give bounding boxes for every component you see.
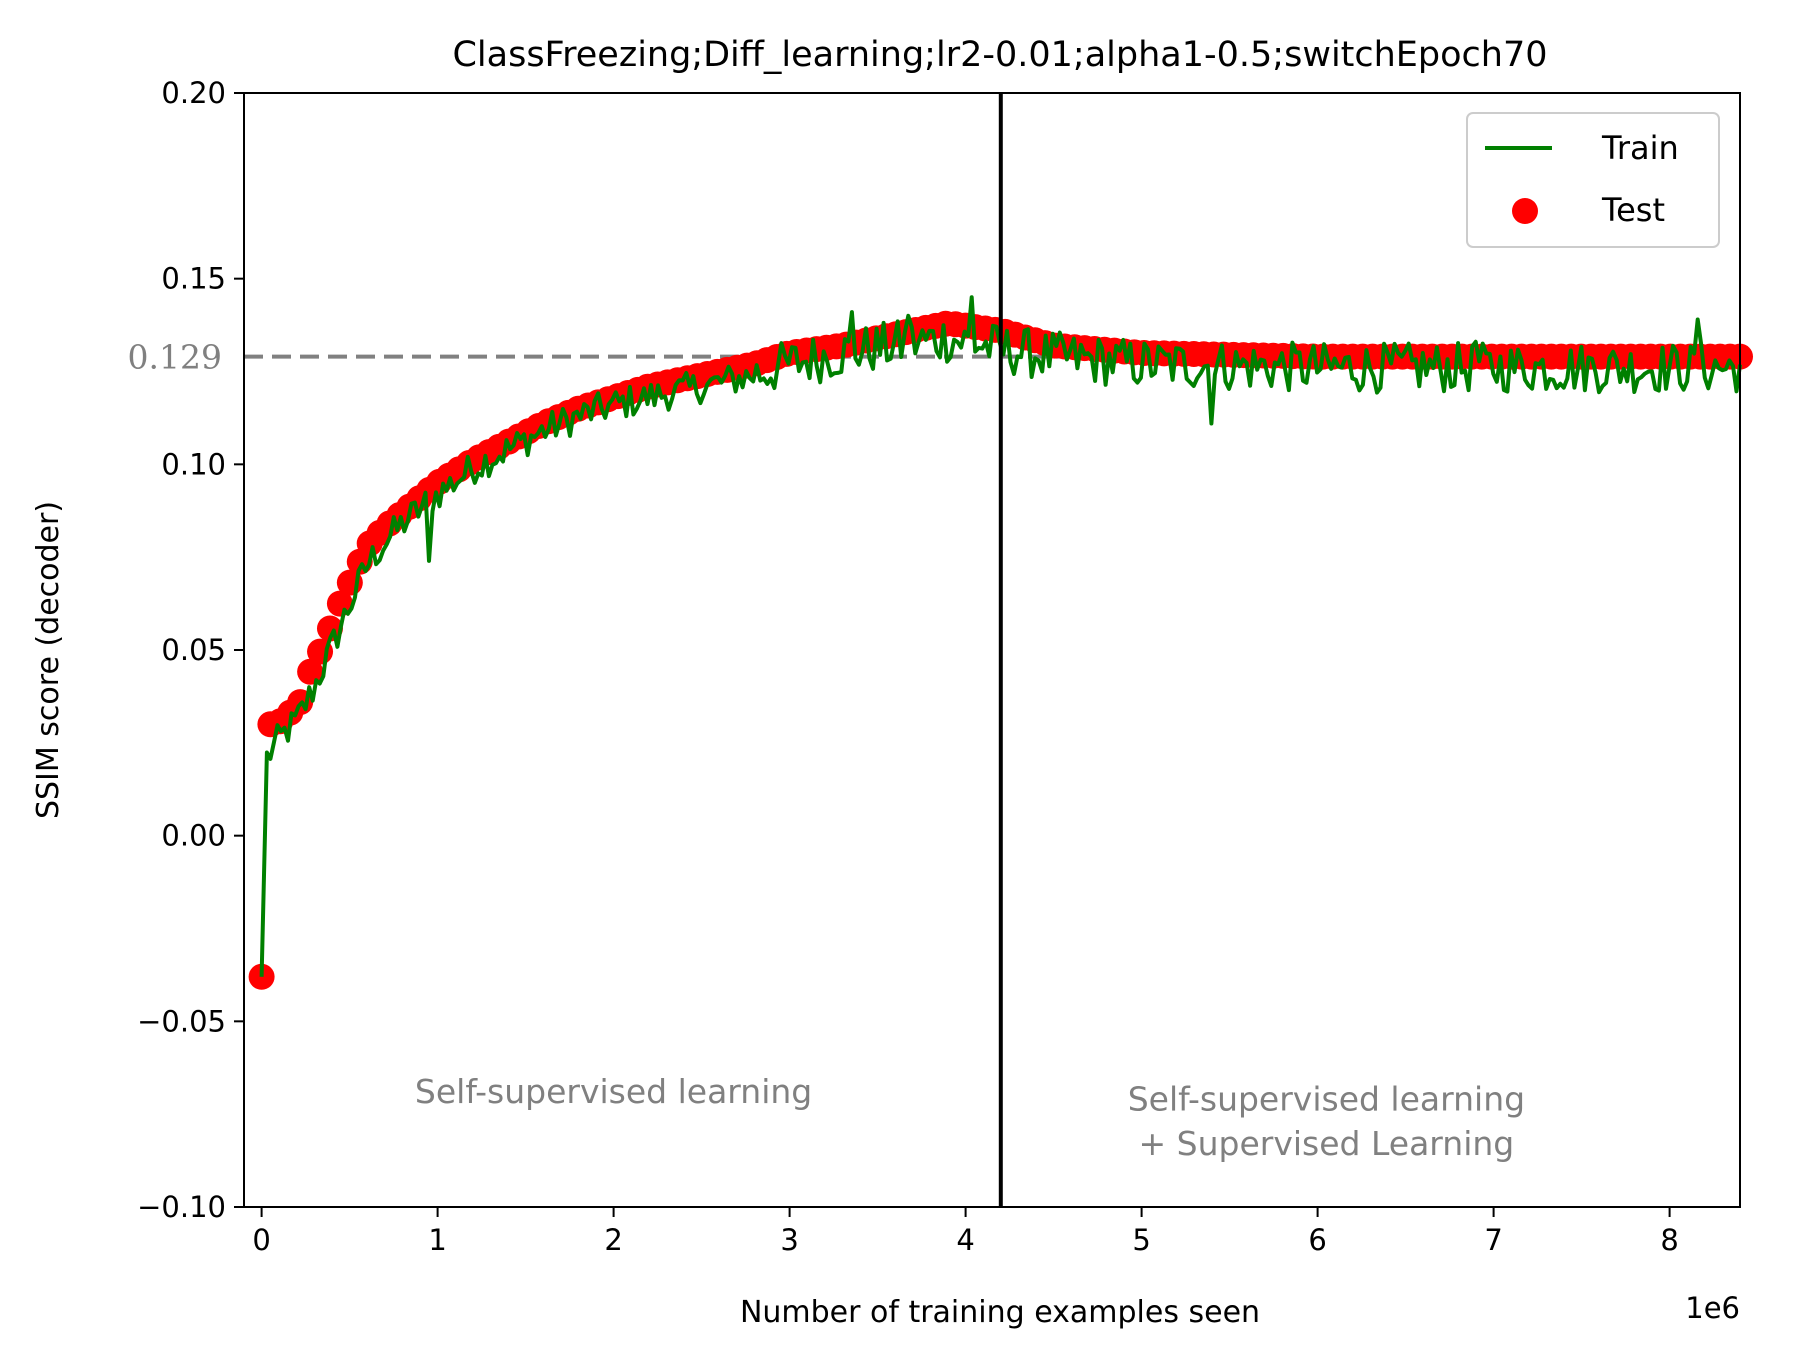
x-tick-label: 0: [252, 1223, 270, 1257]
legend-test-label: Test: [1601, 191, 1665, 229]
y-tick-label: 0.05: [161, 633, 226, 667]
x-tick-label: 1: [428, 1223, 446, 1257]
y-tick-label: −0.10: [137, 1190, 226, 1224]
x-tick-label: 2: [604, 1223, 622, 1257]
phase-annotation: + Supervised Learning: [1139, 1124, 1515, 1163]
phase-annotation: Self-supervised learning: [1128, 1079, 1525, 1118]
data-layer: Self-supervised learning Self-supervised …: [244, 93, 1753, 1207]
y-tick-label: −0.05: [137, 1004, 226, 1038]
plot-background: [244, 93, 1740, 1207]
reference-line-label: 0.129: [128, 338, 222, 377]
y-tick-label: 0.00: [161, 819, 226, 853]
x-tick-label: 5: [1132, 1223, 1150, 1257]
x-axis-offset-label: 1e6: [1685, 1291, 1740, 1325]
plot-area: [244, 93, 1740, 1207]
x-tick-label: 6: [1308, 1223, 1326, 1257]
x-tick-label: 8: [1660, 1223, 1678, 1257]
x-tick-label: 3: [780, 1223, 798, 1257]
chart-title: ClassFreezing;Diff_learning;lr2-0.01;alp…: [452, 35, 1547, 75]
legend-test-swatch: [1512, 198, 1538, 224]
y-tick-label: 0.10: [161, 447, 226, 481]
x-tick-label: 4: [956, 1223, 974, 1257]
legend: Train Test: [1466, 112, 1720, 248]
x-axis-label: Number of training examples seen: [740, 1295, 1260, 1330]
phase-annotation: Self-supervised learning: [415, 1072, 812, 1111]
y-tick-label: 0.20: [161, 76, 226, 110]
y-axis-label: SSIM score (decoder): [31, 501, 66, 819]
legend-box: [1466, 112, 1720, 248]
legend-train-label: Train: [1601, 129, 1679, 167]
x-tick-label: 7: [1484, 1223, 1502, 1257]
axes-layer: 0.129 0 1 2 3 4 5 6 7 8 −0.10 −0.05 0.00 0.05 0.10 0.15…: [128, 76, 1741, 1257]
y-tick-label: 0.15: [161, 262, 226, 296]
